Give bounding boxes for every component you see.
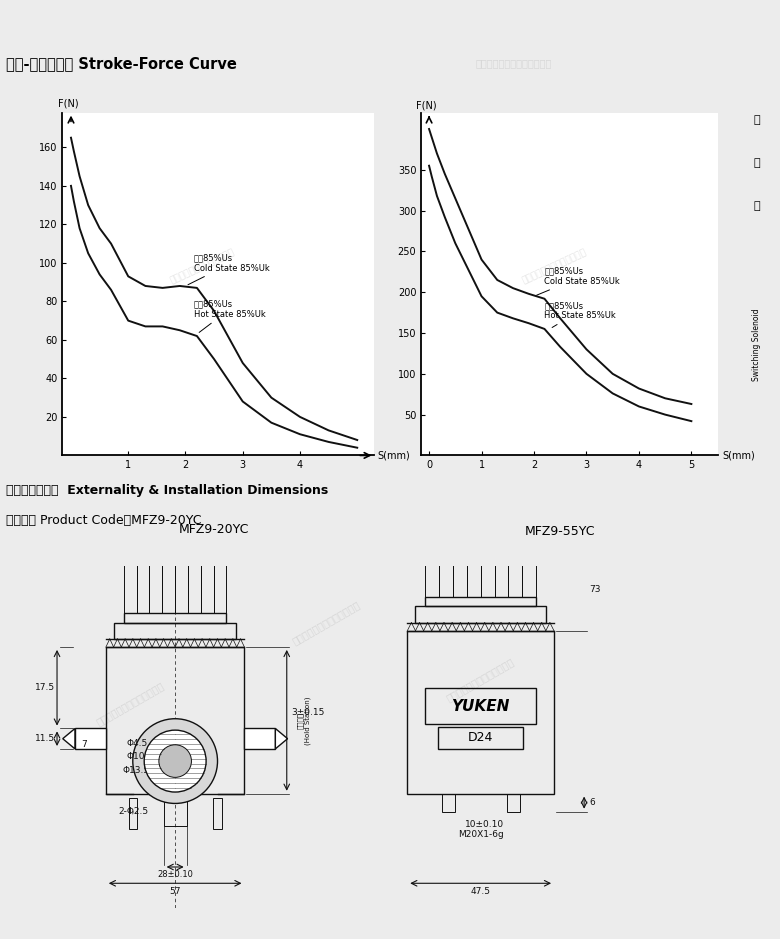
Text: 外形及安裝尺寸  Externality & Installation Dimensions: 外形及安裝尺寸 Externality & Installation Dimen… bbox=[6, 484, 328, 497]
Bar bbox=[214, 564, 226, 613]
Bar bbox=[214, 798, 222, 829]
Text: MFZ9-20YC: MFZ9-20YC bbox=[179, 523, 250, 536]
Text: 無錫凱維聯液壓機械有限公司: 無錫凱維聯液壓機械有限公司 bbox=[475, 58, 551, 69]
Bar bbox=[425, 596, 536, 607]
Text: 無錫凱維聯液壓機械有限公司: 無錫凱維聯液壓機械有限公司 bbox=[445, 656, 516, 703]
Text: 10±0.10: 10±0.10 bbox=[465, 820, 505, 829]
Text: 57: 57 bbox=[169, 886, 181, 896]
Text: YUKEN: YUKEN bbox=[452, 699, 510, 714]
Text: 關: 關 bbox=[753, 158, 760, 168]
Bar bbox=[453, 547, 466, 596]
Bar bbox=[136, 564, 150, 613]
Text: 行程-力特性曲線 Stroke-Force Curve: 行程-力特性曲線 Stroke-Force Curve bbox=[6, 56, 237, 70]
Bar bbox=[129, 798, 136, 829]
Text: Switching Solenoid: Switching Solenoid bbox=[752, 308, 761, 381]
Text: D24: D24 bbox=[468, 731, 493, 745]
Bar bbox=[509, 547, 522, 596]
Text: 無錫凱維聯液壓機械有限公司: 無錫凱維聯液壓機械有限公司 bbox=[290, 599, 361, 646]
Text: 型: 型 bbox=[753, 201, 760, 211]
Bar bbox=[124, 564, 136, 613]
Text: 6: 6 bbox=[589, 798, 595, 808]
Text: 開: 開 bbox=[753, 115, 760, 125]
Bar bbox=[150, 564, 162, 613]
Text: 73: 73 bbox=[589, 585, 601, 593]
Text: 保電位置
(Hold Station): 保電位置 (Hold Station) bbox=[297, 696, 311, 745]
Text: Φ13.5: Φ13.5 bbox=[122, 766, 151, 779]
Polygon shape bbox=[75, 729, 106, 749]
Bar bbox=[522, 547, 536, 596]
Text: 2-Φ2.5: 2-Φ2.5 bbox=[118, 807, 148, 816]
Polygon shape bbox=[275, 729, 288, 749]
Bar bbox=[200, 564, 214, 613]
Text: 冷態85%Us
Cold State 85%Uk: 冷態85%Us Cold State 85%Uk bbox=[537, 267, 620, 295]
Polygon shape bbox=[244, 729, 275, 749]
Bar bbox=[164, 790, 186, 826]
Bar bbox=[188, 564, 200, 613]
Bar bbox=[176, 564, 188, 613]
Bar bbox=[495, 547, 509, 596]
Bar bbox=[438, 727, 523, 749]
Bar bbox=[507, 793, 519, 811]
Text: 熱態85%Us
Hot State 85%Uk: 熱態85%Us Hot State 85%Uk bbox=[544, 300, 616, 328]
Text: S(mm): S(mm) bbox=[378, 451, 410, 460]
Bar bbox=[407, 631, 554, 793]
Text: 無錫凱維聯液壓機械有限公司: 無錫凱維聯液壓機械有限公司 bbox=[169, 248, 236, 285]
Text: F(N): F(N) bbox=[417, 100, 437, 110]
Text: 無錫凱維聯液壓機械有限公司: 無錫凱維聯液壓機械有限公司 bbox=[521, 248, 588, 285]
Bar bbox=[480, 547, 495, 596]
Text: Φ4.5: Φ4.5 bbox=[126, 739, 170, 758]
Bar bbox=[425, 547, 439, 596]
Bar bbox=[124, 613, 226, 623]
Bar bbox=[162, 564, 176, 613]
Text: 3±0.15: 3±0.15 bbox=[291, 708, 324, 716]
Bar bbox=[416, 607, 546, 623]
Polygon shape bbox=[62, 729, 75, 749]
Text: S(mm): S(mm) bbox=[723, 451, 756, 460]
Text: 冷態85%Us
Cold State 85%Uk: 冷態85%Us Cold State 85%Uk bbox=[188, 254, 270, 285]
Text: 無錫凱維聯液壓機械有限公司: 無錫凱維聯液壓機械有限公司 bbox=[95, 681, 166, 728]
Text: 28±0.10: 28±0.10 bbox=[158, 870, 193, 879]
Text: M20X1-6g: M20X1-6g bbox=[458, 829, 504, 839]
Text: 7: 7 bbox=[81, 740, 87, 749]
Text: 17.5: 17.5 bbox=[35, 684, 55, 692]
Circle shape bbox=[144, 731, 206, 792]
Text: 熱態85%Us
Hot State 85%Uk: 熱態85%Us Hot State 85%Uk bbox=[194, 300, 266, 332]
Bar bbox=[114, 623, 236, 639]
Bar bbox=[466, 547, 480, 596]
Text: Φ10: Φ10 bbox=[126, 752, 159, 762]
Bar bbox=[106, 647, 244, 793]
Text: 11.5: 11.5 bbox=[35, 734, 55, 743]
Bar bbox=[441, 793, 455, 811]
Bar bbox=[425, 687, 536, 724]
Text: 47.5: 47.5 bbox=[470, 886, 491, 896]
Text: MFZ9-55YC: MFZ9-55YC bbox=[525, 525, 595, 538]
Text: 產品型號 Product Code：MFZ9-20YC: 產品型號 Product Code：MFZ9-20YC bbox=[6, 514, 201, 527]
Circle shape bbox=[159, 745, 191, 777]
Bar bbox=[439, 547, 453, 596]
Text: F(N): F(N) bbox=[58, 99, 79, 109]
Circle shape bbox=[133, 718, 218, 804]
